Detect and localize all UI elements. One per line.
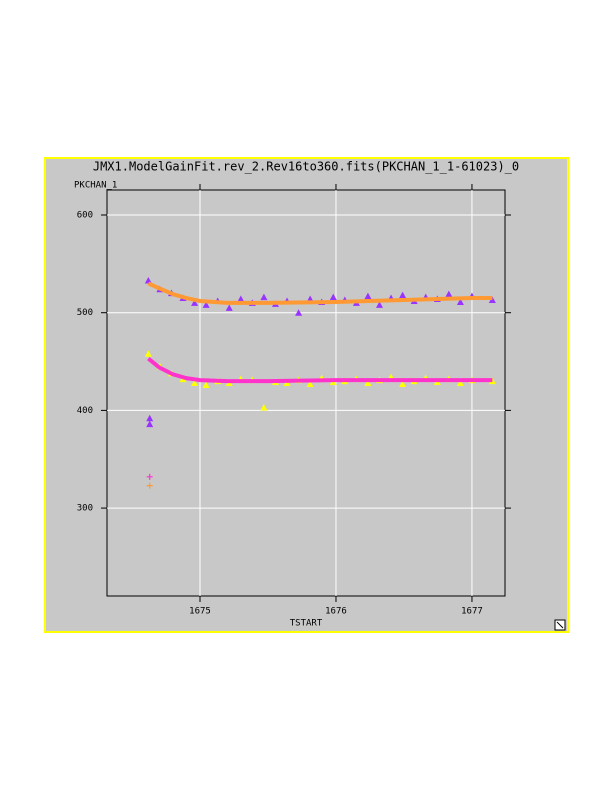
point [191,379,199,387]
point [146,414,154,422]
point [364,292,372,300]
point [260,293,268,301]
point [445,290,453,298]
point [399,380,407,388]
point [399,291,407,299]
point [144,276,152,284]
point [225,304,233,311]
point [306,380,314,388]
point [456,298,464,305]
point [456,379,464,387]
y-axis-label: PKCHAN_1 [74,181,117,191]
point [146,482,153,489]
resize-icon[interactable] [554,619,566,631]
point [144,350,152,357]
point [364,379,372,387]
y-tick-label: 300 [77,504,93,514]
panel [44,157,569,633]
y-tick-label: 600 [77,211,93,221]
point [202,301,210,308]
x-tick-label: 1675 [189,607,211,617]
marks [144,276,496,489]
grid [101,184,511,602]
x-tick-label: 1676 [325,607,347,617]
point [237,295,245,303]
fit-line [147,357,493,384]
x-tick-label: 1677 [461,607,483,617]
y-tick-label: 400 [77,406,93,416]
fit-line [147,281,493,305]
point [295,309,303,316]
point [329,293,337,301]
x-axis-label: TSTART [290,619,323,629]
y-tick-label: 500 [77,308,93,318]
chart-title: JMX1.ModelGainFit.rev_2.Rev16to360.fits(… [93,160,519,174]
point [146,420,154,428]
point [146,473,153,480]
point [260,403,268,411]
plot-frame [106,189,506,597]
point [375,301,383,308]
point [191,299,199,306]
point [202,381,210,388]
